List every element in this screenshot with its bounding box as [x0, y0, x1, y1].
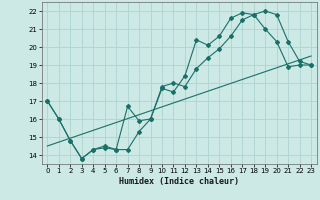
X-axis label: Humidex (Indice chaleur): Humidex (Indice chaleur) — [119, 177, 239, 186]
